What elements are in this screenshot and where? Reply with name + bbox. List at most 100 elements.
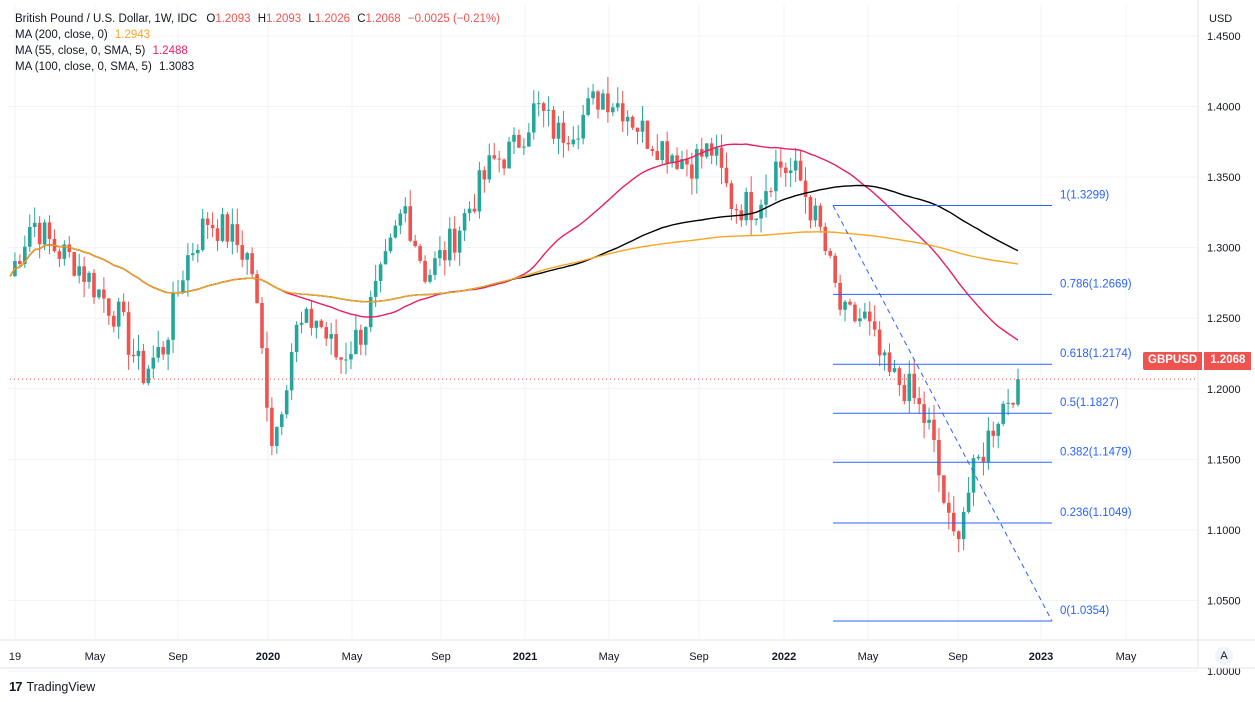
candle-body <box>877 329 882 356</box>
legend-ma100-row[interactable]: MA (100, close, 0, SMA, 5) 1.3083 <box>15 59 500 75</box>
candle-body <box>695 149 699 179</box>
candle-body <box>151 357 156 369</box>
ma200-value: 1.2943 <box>114 29 151 41</box>
candle-body <box>512 134 516 142</box>
candle-body <box>655 151 660 160</box>
candle-body <box>230 224 235 242</box>
candle-body <box>210 224 215 229</box>
candle-body <box>887 352 892 372</box>
candle-body <box>996 423 1001 436</box>
candle-body <box>788 170 793 174</box>
candle-body <box>625 116 630 122</box>
fib-level-label: 0.382(1.1479) <box>1060 446 1132 458</box>
fib-level-label: 0(1.0354) <box>1060 605 1109 617</box>
fib-level-label: 0.236(1.1049) <box>1060 507 1132 519</box>
candle-body <box>853 304 857 322</box>
candle-body <box>477 170 482 212</box>
symbol-title: British Pound / U.S. Dollar, 1W, IDC <box>15 13 198 25</box>
legend-ma200-row[interactable]: MA (200, close, 0) 1.2943 <box>15 27 500 43</box>
candle-body <box>531 103 536 133</box>
candle-body <box>1011 402 1015 405</box>
candle-body <box>388 237 393 252</box>
candle-body <box>754 218 758 221</box>
candle-body <box>111 315 116 327</box>
x-tick-label: 2022 <box>772 651 796 663</box>
candle-body <box>902 385 907 402</box>
candle-body <box>393 225 398 238</box>
candle-body <box>97 289 101 298</box>
candle-body <box>156 347 161 358</box>
candle-body <box>270 407 274 446</box>
x-tick-label: May <box>1116 651 1137 663</box>
y-tick-label: 1.1000 <box>1207 525 1241 537</box>
candle-body <box>121 301 126 313</box>
candle-body <box>102 289 106 299</box>
ma55-value: 1.2488 <box>152 45 188 57</box>
candle-body <box>601 93 605 110</box>
close-value: 1.2068 <box>365 13 401 25</box>
candle-body <box>803 180 808 198</box>
candle-body <box>981 456 986 462</box>
candle-body <box>27 226 32 247</box>
candle-body <box>457 230 462 253</box>
candle-body <box>561 122 566 143</box>
candle-body <box>507 141 511 169</box>
candle-body <box>344 359 348 361</box>
candle-body <box>250 253 254 275</box>
candle-body <box>685 159 689 165</box>
candle-body <box>472 208 477 212</box>
candle-body <box>240 245 245 260</box>
auto-scale-button[interactable]: A <box>1215 647 1233 665</box>
candle-body <box>813 205 818 221</box>
y-tick-label: 1.2500 <box>1207 313 1241 325</box>
ma100-line <box>9 184 1019 303</box>
candle-body <box>146 368 151 384</box>
candle-body <box>107 298 111 316</box>
candle-body <box>867 311 872 322</box>
candle-body <box>897 368 902 386</box>
candle-body <box>581 114 585 139</box>
candle-body <box>818 205 823 227</box>
y-tick-label: 1.0000 <box>1207 666 1241 678</box>
candle-body <box>611 107 615 113</box>
candle-body <box>161 347 165 355</box>
candle-body <box>942 475 946 503</box>
candle-body <box>265 348 269 408</box>
low-value: 1.2026 <box>314 13 350 25</box>
close-label: C <box>357 13 366 25</box>
candle-body <box>324 327 329 339</box>
candle-body <box>719 147 724 168</box>
candle-body <box>838 282 842 310</box>
candle-body <box>408 206 413 241</box>
x-tick-label: Sep <box>431 651 451 663</box>
candle-body <box>1006 402 1010 404</box>
candle-body <box>205 218 210 225</box>
candle-body <box>275 427 279 446</box>
legend-ma55-row[interactable]: MA (55, close, 0, SMA, 5) 1.2488 <box>15 43 500 59</box>
candle-body <box>82 266 86 282</box>
candle-body <box>72 252 77 276</box>
candle-body <box>937 439 941 476</box>
candle-body <box>586 98 590 115</box>
candle-body <box>186 255 190 281</box>
candle-body <box>428 274 432 282</box>
candle-body <box>373 280 378 297</box>
candle-body <box>843 301 847 310</box>
candle-body <box>714 147 719 156</box>
candle-body <box>615 103 620 108</box>
candle-body <box>729 183 734 210</box>
tradingview-logo[interactable]: 17 TradingView <box>9 679 95 694</box>
candle-body <box>536 103 541 105</box>
candle-body <box>551 109 556 139</box>
candle-body <box>166 339 170 355</box>
fib-level-label: 0.5(1.1827) <box>1060 397 1119 409</box>
candle-body <box>447 228 452 261</box>
candle-body <box>433 258 437 275</box>
x-tick-label: Sep <box>168 651 188 663</box>
candle-body <box>191 253 195 256</box>
candle-body <box>541 103 546 111</box>
candle-body <box>907 373 912 402</box>
candle-body <box>670 155 674 164</box>
candle-body <box>225 214 230 242</box>
